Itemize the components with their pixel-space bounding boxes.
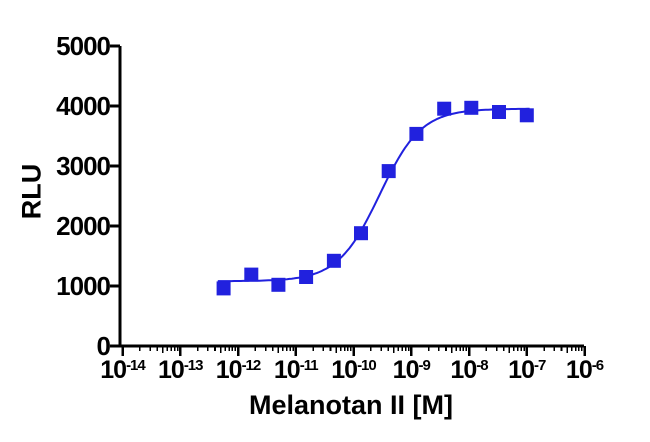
data-point-marker (409, 126, 424, 141)
x-tick-base: 10 (450, 356, 477, 384)
x-tick-exponent: -10 (357, 356, 377, 374)
y-tick-label: 0 (96, 331, 111, 361)
x-tick-label: 10-12 (196, 357, 280, 387)
x-tick-base: 10 (392, 356, 420, 384)
data-point-marker (437, 101, 452, 116)
y-axis-title: RLU (16, 163, 47, 220)
x-tick-base: 10 (100, 356, 127, 384)
x-tick-exponent: -11 (299, 356, 319, 374)
x-tick-exponent: -8 (476, 356, 488, 374)
x-tick-exponent: -7 (533, 356, 546, 374)
y-tick-label: 3000 (56, 151, 111, 181)
x-axis-title: Melanotan II [M] (249, 390, 453, 420)
x-tick-label: 10-6 (543, 357, 627, 387)
x-tick-base: 10 (508, 356, 535, 384)
x-tick-base: 10 (331, 356, 358, 384)
data-point-marker (244, 267, 259, 282)
data-point-marker (381, 164, 396, 179)
data-point-marker (216, 281, 231, 296)
fit-curve (217, 107, 530, 283)
x-tick-label: 10-8 (427, 357, 511, 387)
x-tick-label: 10-13 (138, 357, 222, 387)
x-tick-label: 10-9 (369, 357, 453, 387)
x-tick-label: 10-7 (485, 357, 569, 387)
x-tick-base: 10 (273, 356, 301, 384)
data-point-marker (271, 277, 286, 292)
y-tick-label: 4000 (56, 91, 111, 121)
data-point-marker (299, 270, 314, 284)
x-tick-exponent: -13 (183, 356, 204, 374)
x-tick-base: 10 (565, 356, 593, 384)
x-tick-label: 10-11 (254, 357, 338, 387)
y-tick-label: 2000 (56, 211, 111, 241)
x-tick-exponent: -14 (126, 356, 146, 374)
data-point-marker (326, 253, 341, 268)
x-tick-exponent: -9 (418, 356, 430, 374)
x-tick-label: 10-10 (312, 357, 396, 387)
data-point-marker (492, 105, 506, 119)
y-tick-label: 5000 (56, 31, 111, 61)
data-point-marker (354, 226, 368, 241)
x-tick-base: 10 (158, 356, 185, 384)
x-tick-exponent: -12 (241, 356, 262, 374)
x-tick-label: 10-14 (81, 357, 165, 387)
x-tick-base: 10 (215, 356, 243, 384)
x-tick-exponent: -6 (591, 356, 604, 374)
data-point-marker (519, 108, 534, 123)
y-tick-label: 1000 (56, 271, 111, 301)
data-point-marker (464, 100, 479, 115)
